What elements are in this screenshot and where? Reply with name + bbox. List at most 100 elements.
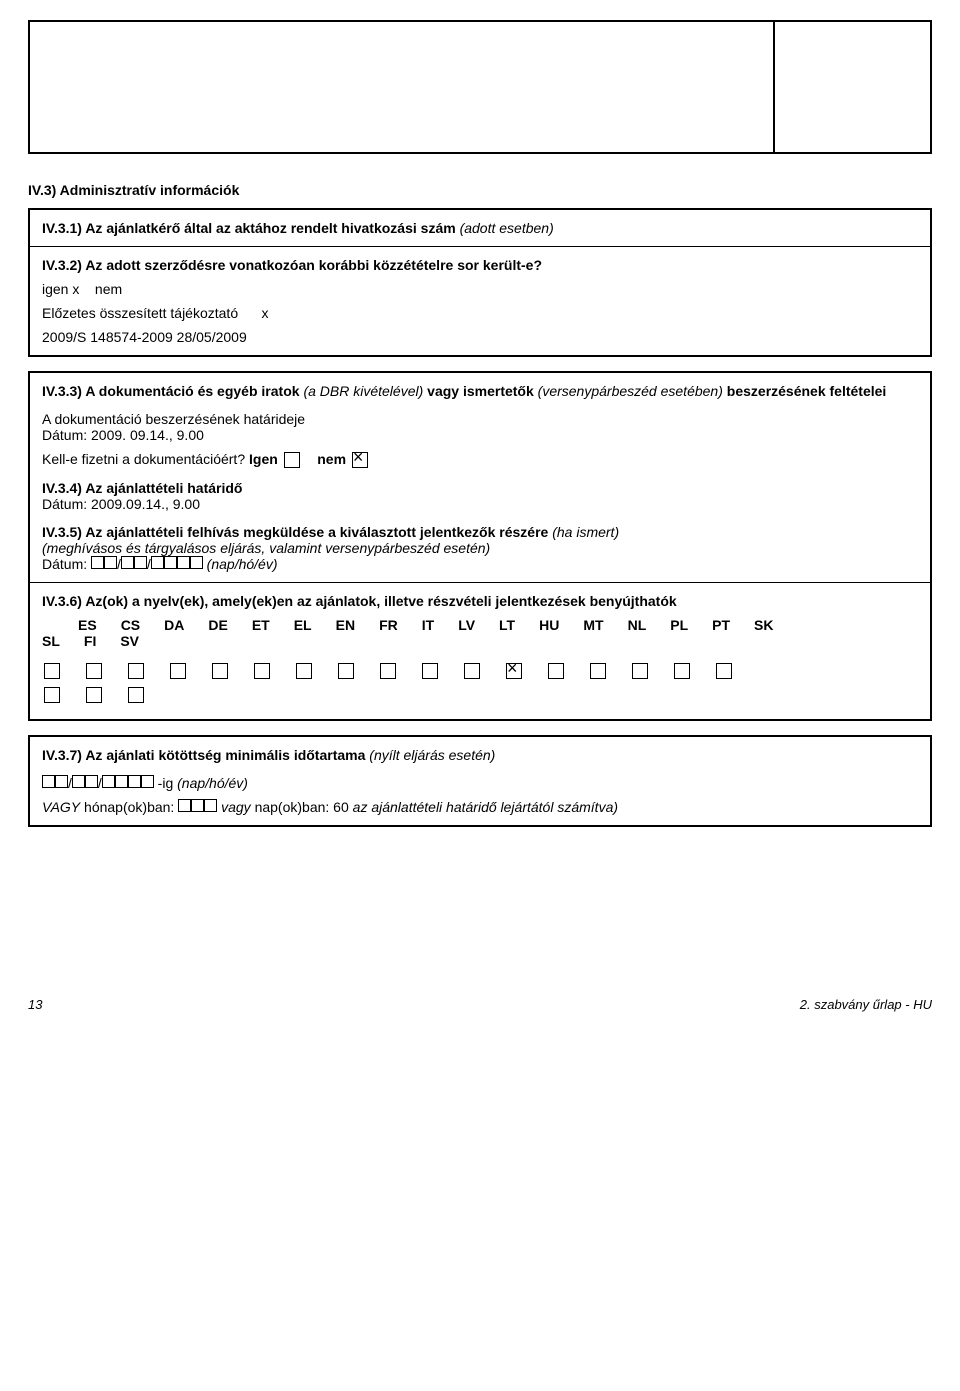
- lang-code: ES: [78, 617, 97, 633]
- header-empty-box: [28, 20, 932, 154]
- lang-checkbox-et[interactable]: [212, 663, 228, 679]
- lang-checkbox-pl[interactable]: [632, 663, 648, 679]
- lang-checkbox-el[interactable]: [254, 663, 270, 679]
- lang-checkbox-es[interactable]: [44, 663, 60, 679]
- page-number: 13: [28, 997, 42, 1012]
- iv36-label: IV.3.6) Az(ok) a nyelv(ek), amely(ek)en …: [42, 593, 918, 609]
- header-box-left: [30, 22, 773, 152]
- iv34-label: IV.3.4) Az ajánlattételi határidő: [42, 480, 918, 496]
- iv35-b: IV.3.5) Az ajánlattételi felhívás megkül…: [42, 524, 552, 540]
- placeholder-square: [151, 556, 164, 569]
- placeholder-square: [164, 556, 177, 569]
- iv33-pay-yes-checkbox[interactable]: [284, 452, 300, 468]
- lang-codes-row: ESCSDADEETELENFRITLVLTHUMTNLPLPTSKSLFISV: [42, 617, 918, 649]
- iv32-no: nem: [95, 281, 122, 297]
- placeholder-square: [204, 799, 217, 812]
- iv35-date-row: Dátum: // (nap/hó/év): [42, 556, 918, 572]
- placeholder-square: [177, 556, 190, 569]
- iv35-sub: (meghívásos és tárgyalásos eljárás, vala…: [42, 540, 918, 556]
- iv31-label-bold: IV.3.1) Az ajánlatkérő által az aktához …: [42, 220, 456, 236]
- placeholder-square: [102, 775, 115, 788]
- lang-code: HU: [539, 617, 559, 633]
- lang-checkbox-hu[interactable]: [506, 663, 522, 679]
- lang-code: SL: [42, 633, 60, 649]
- iv37-l2-suffix: -ig: [154, 775, 177, 791]
- lang-checkbox-fr[interactable]: [338, 663, 354, 679]
- box-iv33-iv36: IV.3.3) A dokumentáció és egyéb iratok (…: [28, 371, 932, 721]
- footer-right: 2. szabvány űrlap - HU: [800, 997, 932, 1012]
- iv33-i1: (a DBR kivételével): [303, 383, 423, 399]
- lang-code: DA: [164, 617, 184, 633]
- iv33-i2: (versenypárbeszéd esetében): [538, 383, 723, 399]
- iv35-i: (ha ismert): [552, 524, 619, 540]
- lang-checkbox-cs[interactable]: [86, 663, 102, 679]
- iv33-pay-no: nem: [317, 451, 346, 467]
- iv37-label: IV.3.7) Az ajánlati kötöttség minimális …: [42, 747, 918, 763]
- iv33-pay-yes: Igen: [249, 451, 278, 467]
- iv37-l3-prefix: VAGY: [42, 799, 80, 815]
- lang-checkbox-mt[interactable]: [548, 663, 564, 679]
- lang-code: CS: [121, 617, 140, 633]
- iv32-ref: 2009/S 148574-2009 28/05/2009: [42, 329, 918, 345]
- lang-checkbox-pt[interactable]: [674, 663, 690, 679]
- lang-checkbox-it[interactable]: [380, 663, 396, 679]
- iv33-pay-row: Kell-e fizetni a dokumentációért? Igen n…: [42, 451, 918, 468]
- lang-code: EL: [294, 617, 312, 633]
- placeholder-square: [190, 556, 203, 569]
- lang-code: LT: [499, 617, 515, 633]
- lang-checkbox-sl[interactable]: [44, 687, 60, 703]
- lang-checkbox-en[interactable]: [296, 663, 312, 679]
- iv37-content: IV.3.7) Az ajánlati kötöttség minimális …: [30, 737, 930, 825]
- iv32-line2-mark: x: [261, 305, 268, 321]
- lang-code: ET: [252, 617, 270, 633]
- lang-code: FR: [379, 617, 398, 633]
- placeholder-square: [128, 775, 141, 788]
- iv37-l3-italic: az ajánlattételi határidő lejártától szá…: [353, 799, 618, 815]
- lang-code: EN: [336, 617, 355, 633]
- section-heading: IV.3) Adminisztratív információk: [28, 182, 932, 198]
- lang-code: FI: [84, 633, 96, 649]
- placeholder-square: [141, 775, 154, 788]
- iv32-line2a: Előzetes összesített tájékoztató: [42, 305, 238, 321]
- lang-checkbox-nl[interactable]: [590, 663, 606, 679]
- iv33-pay-label: Kell-e fizetni a dokumentációért?: [42, 451, 249, 467]
- lang-code: IT: [422, 617, 434, 633]
- lang-checkbox-da[interactable]: [128, 663, 144, 679]
- box-iv36: IV.3.6) Az(ok) a nyelv(ek), amely(ek)en …: [30, 583, 930, 719]
- lang-checkbox-sv[interactable]: [128, 687, 144, 703]
- placeholder-square: [191, 799, 204, 812]
- iv32-yes-mark: x: [72, 281, 79, 297]
- placeholder-square: [115, 775, 128, 788]
- iv32-yes: igen: [42, 281, 68, 297]
- placeholder-square: [91, 556, 104, 569]
- lang-checkbox-lv[interactable]: [422, 663, 438, 679]
- lang-code: NL: [628, 617, 647, 633]
- iv37-line3: VAGY hónap(ok)ban: vagy nap(ok)ban: 60 a…: [42, 799, 918, 815]
- placeholder-square: [104, 556, 117, 569]
- placeholder-square: [55, 775, 68, 788]
- lang-checkbox-fi[interactable]: [86, 687, 102, 703]
- box-iv31: IV.3.1) Az ajánlatkérő által az aktához …: [30, 210, 930, 247]
- iv34-date: Dátum: 2009.09.14., 9.00: [42, 496, 918, 512]
- header-box-right: [773, 22, 930, 152]
- iv32-yesno-row: igen x nem: [42, 281, 918, 297]
- page-footer: 13 2. szabvány űrlap - HU: [28, 997, 932, 1012]
- placeholder-square: [72, 775, 85, 788]
- iv33-pay-no-checkbox[interactable]: [352, 452, 368, 468]
- placeholder-square: [42, 775, 55, 788]
- lang-checkbox-sk[interactable]: [716, 663, 732, 679]
- lang-code: PL: [670, 617, 688, 633]
- iv33-b2: vagy ismertetők: [423, 383, 537, 399]
- iv33-b3: beszerzésének feltételei: [723, 383, 886, 399]
- iv32-line2: Előzetes összesített tájékoztató x: [42, 305, 918, 321]
- iv37-l3a: hónap(ok)ban:: [80, 799, 178, 815]
- iv35-date-suffix: (nap/hó/év): [203, 556, 278, 572]
- placeholder-square: [121, 556, 134, 569]
- lang-checkbox-de[interactable]: [170, 663, 186, 679]
- lang-code: PT: [712, 617, 730, 633]
- lang-code: SV: [120, 633, 139, 649]
- lang-checkboxes-row: [42, 663, 918, 703]
- lang-checkbox-lt[interactable]: [464, 663, 480, 679]
- lang-code: LV: [458, 617, 475, 633]
- placeholder-square: [85, 775, 98, 788]
